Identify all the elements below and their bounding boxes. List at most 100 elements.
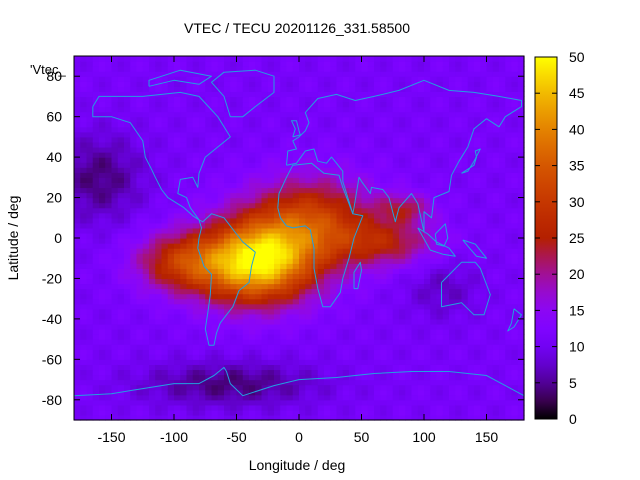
tec-cell xyxy=(236,268,244,274)
tec-cell xyxy=(142,288,150,295)
tec-cell xyxy=(492,152,500,158)
tec-cell xyxy=(374,389,381,396)
tec-cell xyxy=(342,167,350,173)
tec-cell xyxy=(80,273,88,280)
tec-cell xyxy=(267,268,275,274)
tec-cell xyxy=(286,389,294,396)
tec-cell xyxy=(99,288,106,295)
tec-cell xyxy=(242,238,250,244)
tec-cell xyxy=(217,389,225,396)
tec-cell xyxy=(274,71,281,77)
tec-cell xyxy=(367,253,375,259)
tec-cell xyxy=(117,106,125,113)
tec-cell xyxy=(417,136,425,143)
tec-cell xyxy=(286,172,294,178)
tec-cell xyxy=(267,334,275,340)
tec-cell xyxy=(242,207,250,214)
tec-cell xyxy=(167,268,175,274)
tec-cell xyxy=(336,263,344,269)
tec-cell xyxy=(311,329,319,335)
tec-cell xyxy=(467,131,475,138)
tec-cell xyxy=(505,308,513,315)
tec-cell xyxy=(367,167,375,173)
tec-cell xyxy=(342,409,350,416)
tec-cell xyxy=(130,101,138,108)
tec-cell xyxy=(217,248,225,254)
tec-cell xyxy=(305,344,313,350)
tec-cell xyxy=(274,136,281,143)
tec-cell xyxy=(205,192,213,199)
tec-cell xyxy=(217,253,225,259)
tec-cell xyxy=(280,96,288,103)
tec-cell xyxy=(161,384,169,391)
tec-cell xyxy=(205,288,213,295)
tec-cell xyxy=(80,147,88,153)
tec-cell xyxy=(367,86,375,92)
tec-cell xyxy=(480,308,488,315)
tec-cell xyxy=(155,106,163,113)
tec-cell xyxy=(374,172,381,178)
tec-cell xyxy=(242,212,250,219)
tec-cell xyxy=(261,111,269,118)
tec-cell xyxy=(430,329,438,335)
tec-cell xyxy=(155,177,163,183)
tec-cell xyxy=(167,61,175,67)
tec-cell xyxy=(99,409,106,416)
tec-cell xyxy=(455,182,463,189)
tec-cell xyxy=(424,414,431,421)
tec-cell xyxy=(492,308,500,315)
tec-cell xyxy=(111,177,119,183)
tec-cell xyxy=(111,207,119,214)
tec-cell xyxy=(355,334,363,340)
tec-cell xyxy=(349,334,356,340)
tec-cell xyxy=(155,202,163,209)
tec-cell xyxy=(430,207,438,214)
tec-cell xyxy=(155,222,163,229)
tec-cell xyxy=(99,61,106,67)
tec-cell xyxy=(480,298,488,305)
tec-cell xyxy=(149,298,156,305)
tec-cell xyxy=(192,101,200,108)
tec-cell xyxy=(92,227,100,234)
tec-cell xyxy=(161,339,169,345)
tec-cell xyxy=(274,323,281,330)
tec-cell xyxy=(449,364,456,371)
tec-cell xyxy=(224,293,231,300)
tec-cell xyxy=(211,379,219,386)
tec-cell xyxy=(486,298,494,305)
tec-cell xyxy=(349,288,356,295)
tec-cell xyxy=(492,399,500,406)
tec-cell xyxy=(130,318,138,325)
tec-cell xyxy=(130,394,138,401)
tec-cell xyxy=(305,182,313,189)
tec-cell xyxy=(405,389,413,396)
tec-cell xyxy=(467,278,475,285)
tec-cell xyxy=(380,268,388,274)
tec-cell xyxy=(317,303,325,310)
tec-cell xyxy=(430,147,438,153)
tec-cell xyxy=(355,192,363,199)
tec-cell xyxy=(305,61,313,67)
tec-cell xyxy=(124,56,131,62)
tec-cell xyxy=(411,152,419,158)
tec-cell xyxy=(324,172,331,178)
tec-cell xyxy=(317,157,325,163)
tec-cell xyxy=(286,268,294,274)
tec-cell xyxy=(74,238,81,244)
tec-cell xyxy=(274,339,281,345)
tec-cell xyxy=(274,121,281,128)
tec-cell xyxy=(430,344,438,350)
tec-cell xyxy=(217,394,225,401)
tec-cell xyxy=(249,298,256,305)
tec-cell xyxy=(186,268,194,274)
tec-cell xyxy=(136,399,144,406)
tec-cell xyxy=(99,313,106,320)
tec-cell xyxy=(499,126,506,133)
tec-cell xyxy=(117,288,125,295)
tec-cell xyxy=(136,187,144,194)
tec-cell xyxy=(311,116,319,123)
tec-cell xyxy=(474,389,481,396)
tec-cell xyxy=(361,278,369,285)
tec-cell xyxy=(136,389,144,396)
tec-cell xyxy=(442,106,450,113)
